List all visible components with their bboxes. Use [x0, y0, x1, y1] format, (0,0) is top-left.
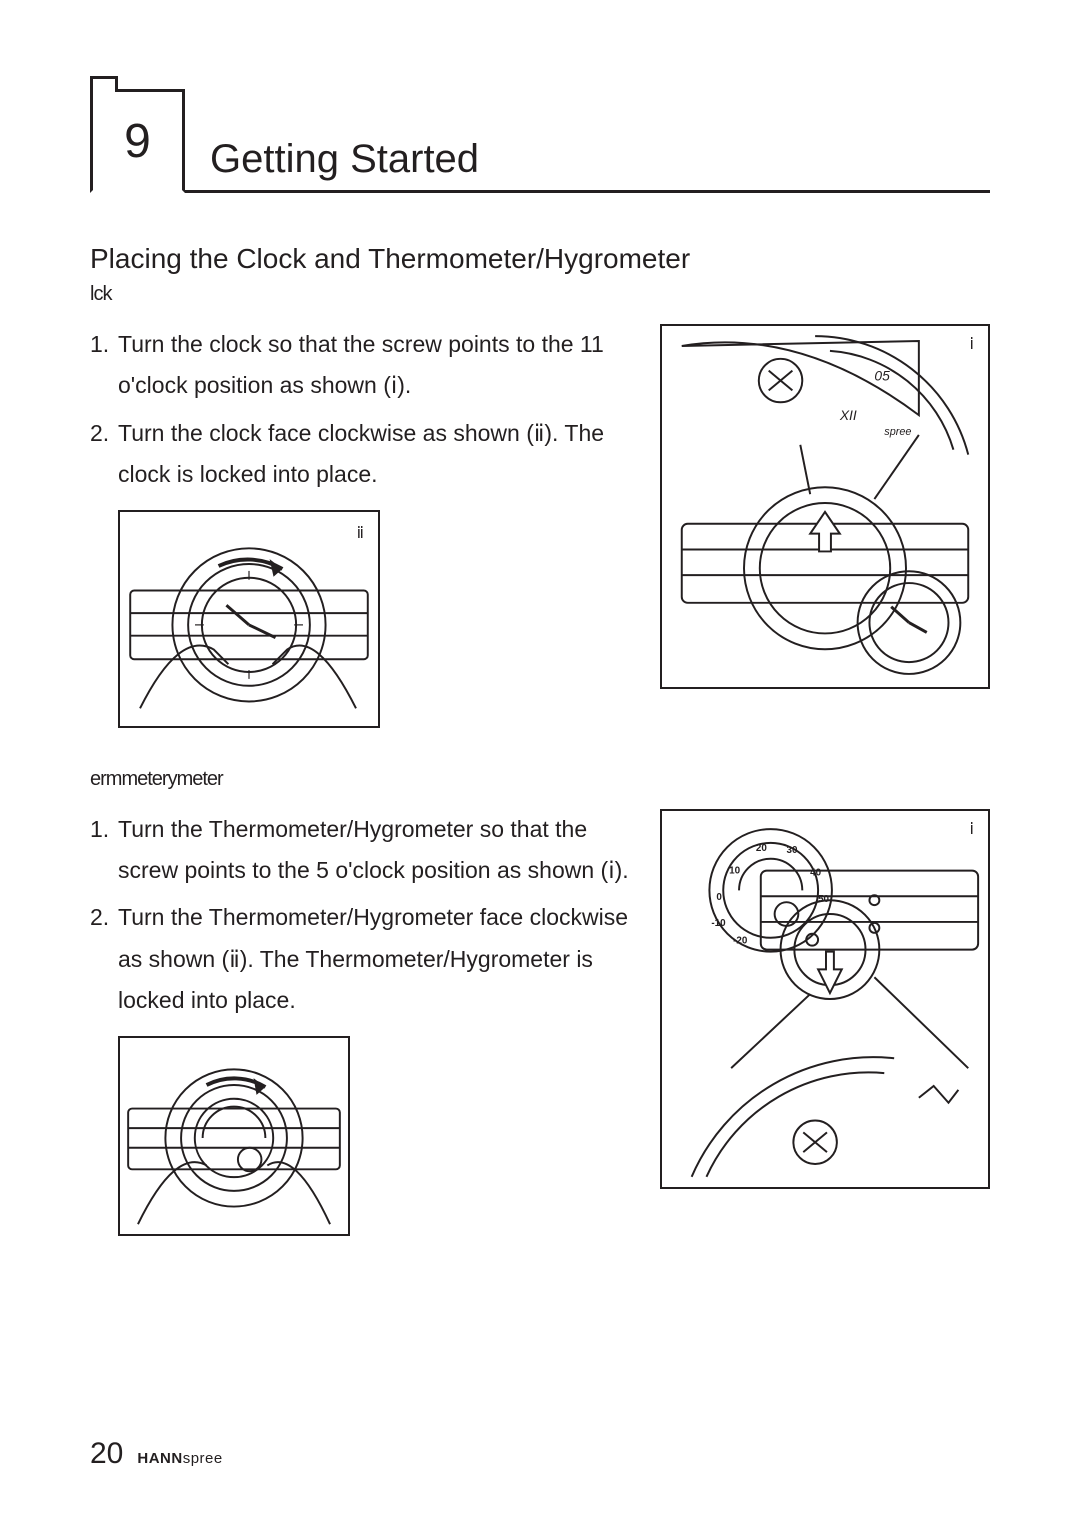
- clock-row: Turn the clock so that the screw points …: [90, 324, 990, 728]
- svg-text:20: 20: [756, 842, 767, 853]
- clock-screw-illustration: 05 XII spree: [662, 326, 988, 687]
- svg-text:10: 10: [729, 865, 740, 876]
- page-number: 20: [90, 1437, 123, 1471]
- thermo-row: Turn the Thermometer/Hygrometer so that …: [90, 809, 990, 1236]
- thermo-figure-1-tag: ⅰ: [970, 819, 974, 839]
- svg-text:-10: -10: [711, 917, 726, 928]
- clock-steps: Turn the clock so that the screw points …: [90, 324, 632, 496]
- chapter-number: 9: [124, 114, 151, 169]
- clock-figure-2: ⅱ: [118, 510, 380, 728]
- svg-text:-20: -20: [733, 935, 748, 946]
- brand-bold: HANN: [137, 1450, 182, 1467]
- thermo-lock-illustration: [120, 1038, 348, 1234]
- thermo-figure-1: ⅰ 10 20 30: [660, 809, 990, 1189]
- clock-step-2: Turn the clock face clockwise as shown (…: [90, 413, 632, 496]
- thermo-step-1: Turn the Thermometer/Hygrometer so that …: [90, 809, 632, 892]
- clock-label: lck: [90, 283, 990, 306]
- svg-text:0: 0: [716, 892, 722, 903]
- page: 9 Getting Started Placing the Clock and …: [0, 0, 1080, 1529]
- clock-figure-1: ⅰ 05 XII spree: [660, 324, 990, 689]
- brand-mark: HANNspree: [137, 1450, 222, 1467]
- svg-text:XII: XII: [839, 407, 857, 423]
- chapter-tab: 9: [90, 89, 185, 193]
- chapter-header: 9 Getting Started: [90, 80, 990, 193]
- svg-text:30: 30: [786, 844, 797, 855]
- section-title: Placing the Clock and Thermometer/Hygrom…: [90, 243, 990, 275]
- chapter-title: Getting Started: [210, 137, 479, 182]
- clock-step-1: Turn the clock so that the screw points …: [90, 324, 632, 407]
- brand-light: spree: [183, 1450, 223, 1467]
- svg-text:spree: spree: [884, 426, 911, 438]
- clock-text-col: Turn the clock so that the screw points …: [90, 324, 632, 728]
- thermo-figure-2: [118, 1036, 350, 1236]
- thermo-screw-illustration: 10 20 30 40 50 0 -10 -20: [662, 811, 988, 1187]
- page-footer: 20 HANNspree: [90, 1437, 223, 1471]
- thermo-label: ermmeterymeter: [90, 768, 990, 791]
- thermo-step-2: Turn the Thermometer/Hygrometer face clo…: [90, 897, 632, 1021]
- thermo-text-col: Turn the Thermometer/Hygrometer so that …: [90, 809, 632, 1236]
- clock-figure-2-tag: ⅱ: [357, 520, 364, 549]
- clock-figure-col: ⅰ 05 XII spree: [660, 324, 990, 728]
- thermo-figure-col: ⅰ 10 20 30: [660, 809, 990, 1236]
- svg-text:40: 40: [810, 867, 821, 878]
- clock-figure-1-tag: ⅰ: [970, 334, 974, 354]
- clock-lock-illustration: [120, 512, 378, 726]
- thermo-steps: Turn the Thermometer/Hygrometer so that …: [90, 809, 632, 1022]
- svg-text:05: 05: [874, 368, 890, 384]
